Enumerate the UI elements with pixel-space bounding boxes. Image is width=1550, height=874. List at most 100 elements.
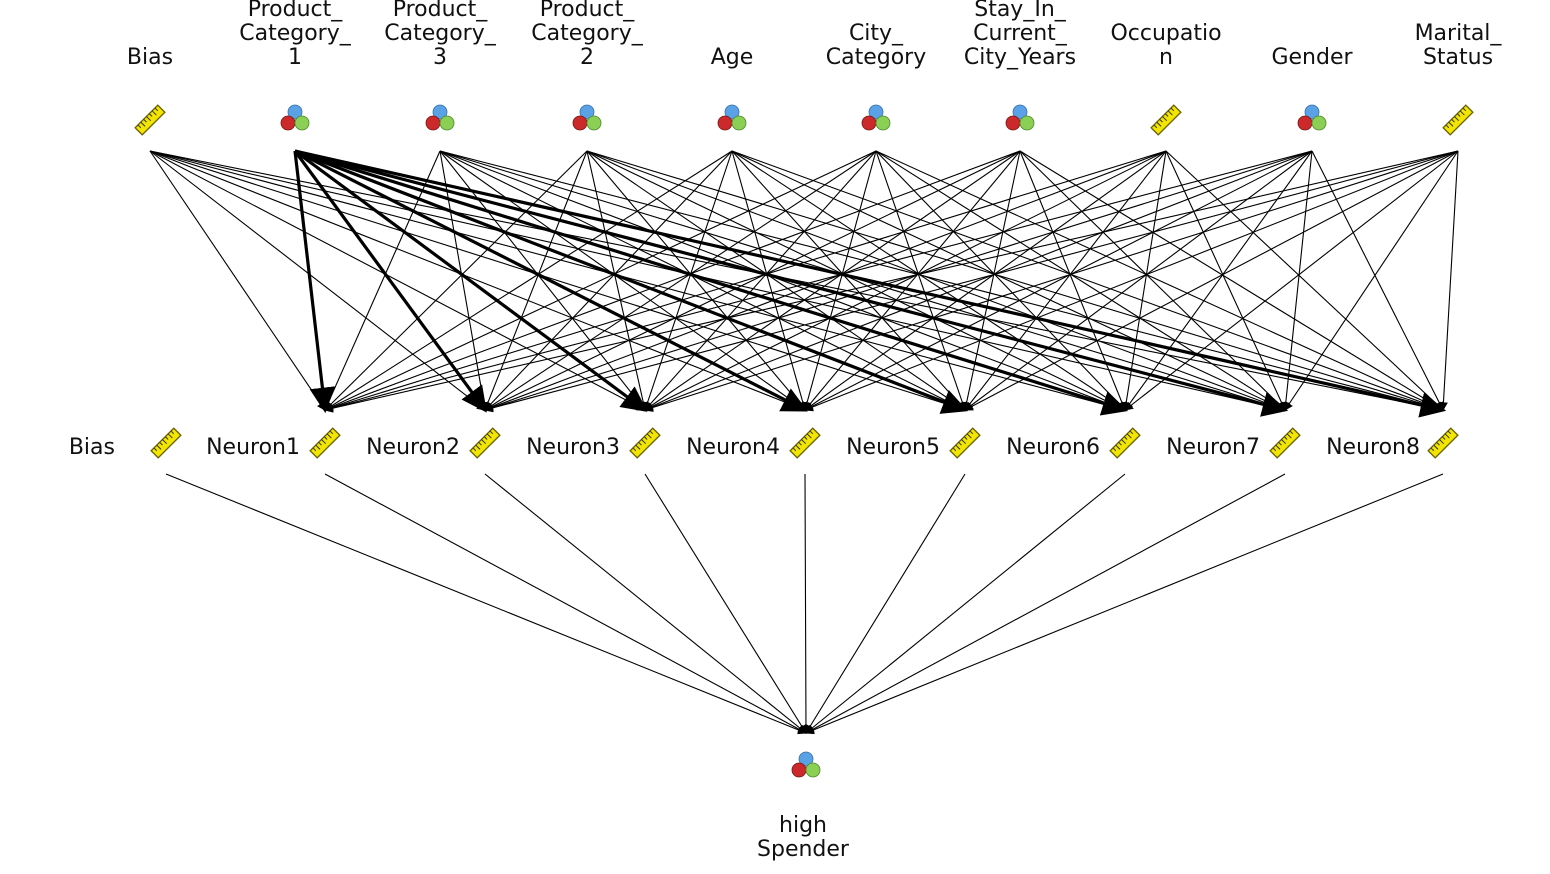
edge-in-occupation-to-hid-neuron7 — [1165, 150, 1286, 411]
edge-in-age-to-hid-neuron3 — [643, 150, 733, 412]
edge-in-bias-to-hid-neuron7 — [149, 150, 1287, 413]
ruler-icon — [629, 427, 661, 459]
edge-in-product-category-2-to-hid-neuron6 — [586, 150, 1126, 411]
ruler-icon — [309, 427, 341, 459]
edge-in-city-category-to-hid-neuron6 — [875, 150, 1126, 411]
output-node-label-line: high — [779, 813, 827, 838]
edge-in-city-category-to-hid-neuron1 — [324, 150, 877, 411]
output-node-high-spender[interactable]: high Spender — [757, 751, 850, 862]
input-node-label: Product_ Category_ 3 — [384, 0, 496, 70]
edge-in-bias-to-hid-neuron2 — [149, 150, 486, 411]
edge-in-age-to-hid-neuron5 — [731, 150, 966, 411]
ruler-icon — [789, 427, 821, 459]
edge-in-age-to-hid-neuron6 — [731, 150, 1126, 411]
ruler-icon — [1427, 427, 1459, 459]
hidden-node-label: Neuron6 — [1006, 435, 1100, 460]
edge-in-city-category-to-hid-neuron2 — [484, 150, 877, 411]
edge-in-city-category-to-hid-neuron4 — [802, 150, 877, 412]
edge-in-product-category-3-to-hid-neuron3 — [439, 150, 646, 411]
input-node-label-line: Category_ — [531, 21, 643, 46]
ruler-icon — [150, 427, 182, 459]
hidden-node-label: Neuron4 — [686, 435, 780, 460]
ruler-icon — [134, 104, 166, 136]
input-node-marital-status[interactable]: Marital_ Status — [1415, 21, 1503, 136]
input-node-occupation[interactable]: Occupatio n — [1110, 21, 1222, 136]
hidden-node-bias[interactable]: Bias — [69, 427, 182, 460]
hidden-node-label: Neuron3 — [526, 435, 620, 460]
input-node-label-line: Category_ — [384, 21, 496, 46]
input-node-stay-in-current-city-years[interactable]: Stay_In_ Current_ City_Years — [964, 0, 1076, 131]
input-node-label: Stay_In_ Current_ City_Years — [964, 0, 1076, 70]
input-node-label: Age — [711, 45, 754, 70]
edge-hid-neuron6-to-output — [805, 473, 1126, 734]
input-node-label: City_ Category — [826, 21, 927, 70]
edge-in-product-category-1-to-hid-neuron5 — [294, 149, 968, 414]
hidden-node-neuron2[interactable]: Neuron2 — [366, 427, 501, 460]
edge-in-product-category-2-to-hid-neuron2 — [483, 150, 588, 412]
input-node-label: Bias — [127, 45, 173, 70]
hidden-node-label: Neuron8 — [1326, 435, 1420, 460]
hidden-node-neuron8[interactable]: Neuron8 — [1326, 427, 1459, 460]
hidden-node-neuron6[interactable]: Neuron6 — [1006, 427, 1141, 460]
input-node-bias[interactable]: Bias — [127, 45, 173, 136]
edge-in-product-category-2-to-hid-neuron7 — [586, 150, 1287, 412]
hidden-node-neuron3[interactable]: Neuron3 — [526, 427, 661, 460]
edge-in-product-category-2-to-hid-neuron3 — [586, 150, 648, 412]
input-node-label-line: Category — [826, 45, 927, 70]
nominal-attribute-icon — [1297, 104, 1327, 131]
hidden-node-label: Neuron1 — [206, 435, 300, 460]
hidden-node-neuron1[interactable]: Neuron1 — [206, 427, 341, 460]
edge-in-marital-status-to-hid-neuron6 — [1124, 150, 1459, 411]
input-node-city-category[interactable]: City_ Category — [826, 21, 927, 131]
edge-in-gender-to-hid-neuron6 — [1124, 150, 1313, 411]
input-node-label-line: n — [1159, 45, 1173, 70]
edge-in-age-to-hid-neuron1 — [324, 150, 733, 411]
edge-hid-neuron4-to-output — [801, 473, 811, 735]
hidden-node-neuron7[interactable]: Neuron7 — [1166, 427, 1301, 460]
edge-in-gender-to-hid-neuron4 — [804, 150, 1313, 411]
edge-in-stay-in-current-city-years-to-hid-neuron7 — [1019, 150, 1286, 411]
output-node-label: high Spender — [757, 813, 850, 862]
ruler-icon — [469, 427, 501, 459]
edge-in-stay-in-current-city-years-to-hid-neuron8 — [1019, 150, 1444, 411]
hidden-node-neuron4[interactable]: Neuron4 — [686, 427, 821, 460]
edge-in-occupation-to-hid-neuron4 — [804, 150, 1167, 411]
edge-in-product-category-3-to-hid-neuron5 — [439, 150, 966, 411]
edge-in-stay-in-current-city-years-to-hid-neuron6 — [1019, 150, 1127, 412]
edge-in-product-category-2-to-hid-neuron1 — [324, 150, 588, 411]
input-node-product-category-2[interactable]: Product_ Category_ 2 — [531, 0, 644, 131]
nominal-attribute-icon — [280, 104, 310, 131]
nominal-attribute-icon — [1005, 104, 1035, 131]
input-node-product-category-1[interactable]: Product_ Category_ 1 — [239, 0, 352, 131]
edge-in-occupation-to-hid-neuron3 — [644, 150, 1167, 411]
edge-in-occupation-to-hid-neuron8 — [1165, 150, 1444, 411]
edge-in-city-category-to-hid-neuron7 — [875, 150, 1286, 411]
edge-in-age-to-hid-neuron8 — [731, 150, 1445, 412]
input-node-age[interactable]: Age — [711, 45, 754, 131]
hidden-node-neuron5[interactable]: Neuron5 — [846, 427, 981, 460]
edge-in-occupation-to-hid-neuron6 — [1121, 150, 1167, 412]
input-node-label-line: Bias — [127, 45, 173, 70]
input-node-label: Occupatio n — [1110, 21, 1221, 70]
input-node-product-category-3[interactable]: Product_ Category_ 3 — [384, 0, 497, 131]
edge-in-product-category-1-to-hid-neuron8 — [294, 149, 1447, 418]
connection-lines — [149, 149, 1459, 735]
input-node-gender[interactable]: Gender — [1271, 45, 1353, 131]
edge-in-occupation-to-hid-neuron1 — [323, 150, 1167, 412]
input-node-label-line: Product_ — [248, 0, 344, 22]
input-node-label-line: Category_ — [239, 21, 351, 46]
edge-in-age-to-hid-neuron7 — [731, 150, 1286, 411]
edge-in-stay-in-current-city-years-to-hid-neuron2 — [484, 150, 1021, 411]
edge-hid-neuron8-to-output — [804, 473, 1444, 735]
edge-in-bias-to-hid-neuron6 — [149, 150, 1127, 413]
edge-in-product-category-1-to-hid-neuron3 — [294, 149, 648, 412]
edge-in-marital-status-to-hid-neuron2 — [483, 150, 1459, 413]
ruler-icon — [1269, 427, 1301, 459]
edge-in-product-category-3-to-hid-neuron6 — [439, 150, 1127, 412]
hidden-node-label: Bias — [69, 435, 115, 460]
input-node-label: Marital_ Status — [1415, 21, 1503, 70]
input-node-label-line: 3 — [433, 45, 447, 70]
edge-in-gender-to-hid-neuron8 — [1311, 150, 1444, 411]
edge-in-gender-to-hid-neuron1 — [323, 150, 1313, 413]
edge-hid-neuron3-to-output — [644, 473, 807, 734]
